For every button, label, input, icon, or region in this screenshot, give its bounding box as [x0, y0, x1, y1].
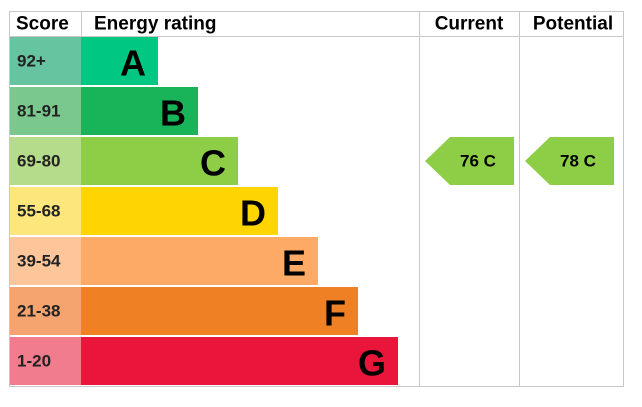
current-label: 76 C — [460, 152, 496, 171]
rating-letter: G — [358, 343, 386, 384]
score-label: 39-54 — [17, 252, 61, 271]
score-label: 55-68 — [17, 202, 60, 221]
score-label: 21-38 — [17, 302, 60, 321]
header-score: Score — [16, 14, 69, 35]
score-cell — [10, 287, 81, 335]
score-cell — [10, 37, 81, 85]
rating-letter: D — [240, 193, 266, 234]
rating-bar — [81, 187, 278, 235]
score-cell — [10, 87, 81, 135]
score-label: 81-91 — [17, 102, 60, 121]
grid — [9, 11, 624, 387]
rating-bar — [81, 287, 358, 335]
current-arrow: 76 C — [425, 137, 514, 185]
score-label: 92+ — [17, 52, 46, 71]
rating-letter: B — [160, 93, 186, 134]
rating-letter: A — [120, 43, 146, 84]
header-rating: Energy rating — [94, 14, 216, 35]
score-cell — [10, 187, 81, 235]
frame — [9, 11, 624, 387]
rating-bar — [81, 337, 398, 385]
rating-bar — [81, 37, 158, 85]
score-label: 69-80 — [17, 152, 60, 171]
score-cell — [10, 337, 81, 385]
potential-label: 78 C — [560, 152, 596, 171]
arrow — [425, 137, 514, 185]
header-current: Current — [435, 14, 504, 35]
potential-arrow: 78 C — [525, 137, 614, 185]
rating-bar — [81, 237, 318, 285]
header-potential: Potential — [533, 14, 613, 35]
score-cell — [10, 237, 81, 285]
rating-bar — [81, 87, 198, 135]
rating-bar — [81, 137, 238, 185]
rating-letter: C — [200, 143, 226, 184]
rating-letter: E — [282, 243, 306, 284]
arrow — [525, 137, 614, 185]
score-cell — [10, 137, 81, 185]
bands: 92+ A 81-91 B 69-80 C 55-68 D 39-54 E 21-38 F 1-20 G — [10, 37, 398, 385]
score-label: 1-20 — [17, 352, 51, 371]
rating-letter: F — [324, 293, 346, 334]
